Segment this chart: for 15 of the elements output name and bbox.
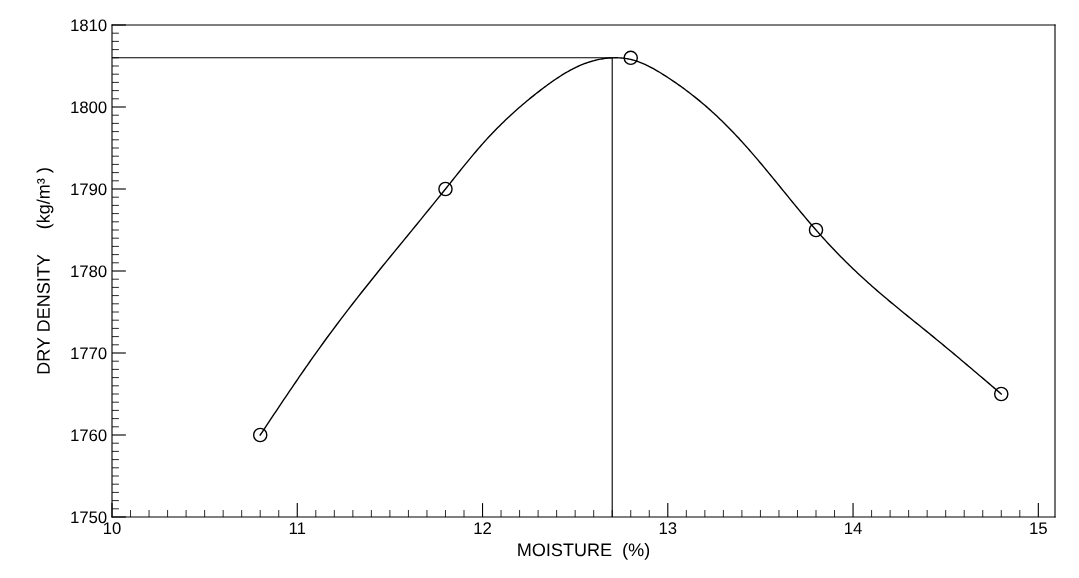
y-tick-label: 1760 bbox=[71, 429, 107, 442]
x-tick-label: 14 bbox=[845, 522, 862, 534]
y-tick-label: 1790 bbox=[71, 183, 107, 196]
y-tick-label: 1810 bbox=[71, 19, 107, 32]
x-tick-label: 10 bbox=[104, 522, 121, 535]
y-tick-label: 1750 bbox=[71, 511, 107, 524]
x-tick-label: 11 bbox=[289, 522, 306, 534]
x-axis-title: MOISTURE (%) bbox=[518, 542, 650, 560]
x-tick-label: 12 bbox=[474, 522, 491, 534]
x-tick-label: 15 bbox=[1030, 522, 1047, 535]
y-axis-title: DRY DENSITY (kg/m³ ) bbox=[36, 168, 54, 374]
x-tick-label: 13 bbox=[659, 522, 677, 535]
y-tick-label: 1770 bbox=[71, 347, 107, 360]
y-tick-label: 1800 bbox=[71, 101, 107, 114]
y-tick-label: 1780 bbox=[71, 265, 107, 278]
